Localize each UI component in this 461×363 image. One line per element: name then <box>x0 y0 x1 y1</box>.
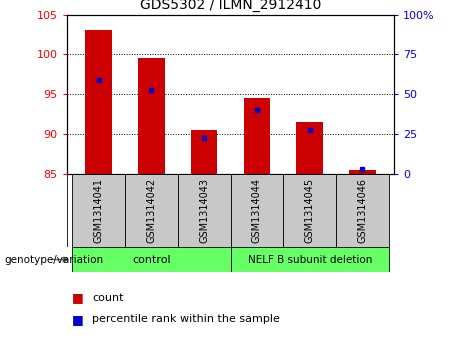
Text: ■: ■ <box>71 291 83 304</box>
Bar <box>296 122 323 174</box>
Bar <box>230 247 389 272</box>
Bar <box>336 174 389 247</box>
Bar <box>191 130 217 174</box>
Text: GSM1314045: GSM1314045 <box>305 178 315 243</box>
Text: GSM1314046: GSM1314046 <box>357 178 367 243</box>
Text: GSM1314043: GSM1314043 <box>199 178 209 243</box>
Title: GDS5302 / ILMN_2912410: GDS5302 / ILMN_2912410 <box>140 0 321 12</box>
Bar <box>230 174 284 247</box>
Text: percentile rank within the sample: percentile rank within the sample <box>92 314 280 325</box>
Bar <box>177 174 230 247</box>
Text: control: control <box>132 254 171 265</box>
Bar <box>138 58 165 174</box>
Text: genotype/variation: genotype/variation <box>5 254 104 265</box>
Bar <box>349 170 376 174</box>
Text: count: count <box>92 293 124 303</box>
Bar <box>244 98 270 174</box>
Text: NELF B subunit deletion: NELF B subunit deletion <box>248 254 372 265</box>
Text: GSM1314042: GSM1314042 <box>146 178 156 243</box>
Bar <box>125 174 177 247</box>
Bar <box>284 174 336 247</box>
Text: ■: ■ <box>71 313 83 326</box>
Text: GSM1314044: GSM1314044 <box>252 178 262 243</box>
Bar <box>72 247 230 272</box>
Bar <box>85 30 112 174</box>
Text: GSM1314041: GSM1314041 <box>94 178 104 243</box>
Bar <box>72 174 125 247</box>
